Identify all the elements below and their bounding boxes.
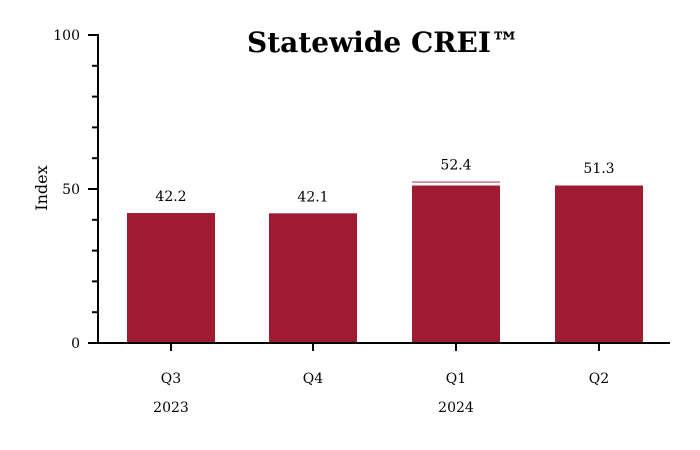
bar-q4 (269, 213, 357, 343)
axes-layer: Q3 Q4 Q1 Q2 2023 2024 0 50 100 (53, 28, 670, 416)
y-axis-label: Index (32, 165, 51, 210)
bar-q1 (412, 181, 500, 343)
value-labels-layer: 42.2 42.1 52.4 51.3 (155, 158, 614, 206)
bar-q2 (555, 184, 643, 343)
x-tick-label: Q4 (303, 371, 323, 387)
bar-value-label: 42.2 (155, 189, 186, 205)
axis-break-layer (412, 182, 643, 186)
bar-q3 (127, 213, 215, 343)
y-tick-label: 50 (62, 182, 80, 198)
bar-value-label: 51.3 (583, 161, 614, 177)
bars-layer (127, 181, 643, 343)
x-tick-label: Q3 (161, 371, 181, 387)
y-tick-label: 0 (71, 336, 80, 352)
y-tick-label: 100 (53, 28, 80, 44)
x-year-label: 2023 (153, 400, 189, 416)
bar-value-label: 42.1 (297, 189, 328, 205)
bar-break-mark (412, 182, 500, 186)
x-year-label: 2024 (438, 400, 474, 416)
x-tick-label: Q1 (446, 371, 466, 387)
bar-value-label: 52.4 (440, 158, 471, 174)
bar-break-mark (555, 182, 643, 186)
x-tick-label: Q2 (589, 371, 609, 387)
chart-title: Statewide CREI™ (247, 26, 519, 59)
